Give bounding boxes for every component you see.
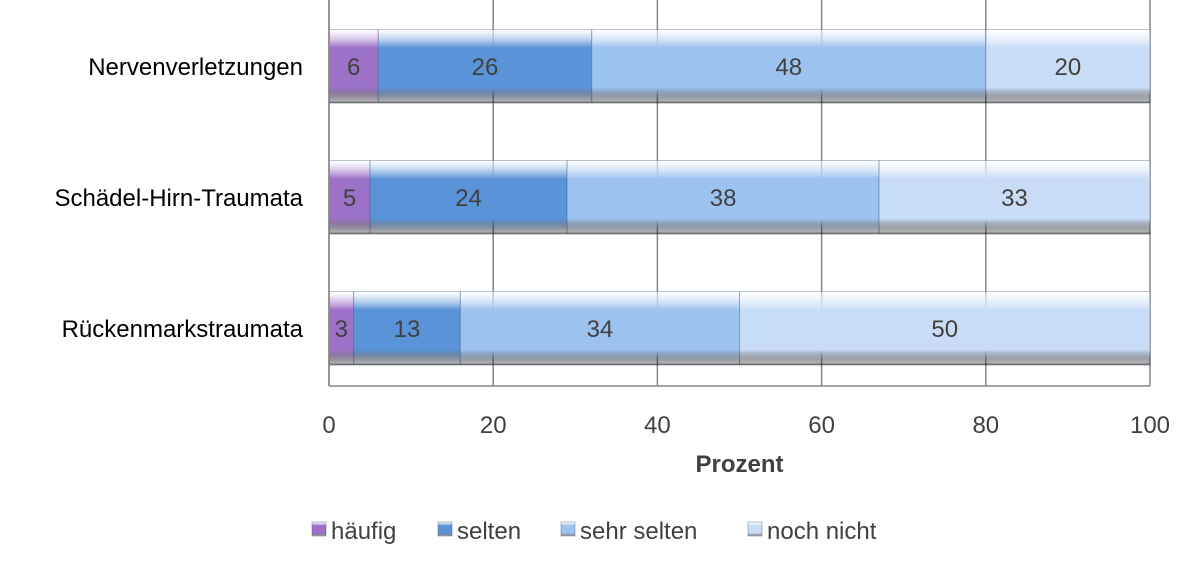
- x-tick-label: 60: [808, 412, 835, 439]
- bar-noch-nicht-nervenverletzungen: [985, 29, 1151, 103]
- bar-selten-rueckenmarkstraumata: [353, 291, 461, 365]
- data-label: 38: [710, 185, 737, 212]
- data-label: 48: [775, 54, 802, 81]
- data-label: 50: [931, 316, 958, 343]
- legend-label-haeufig: häufig: [331, 518, 396, 545]
- bar-haeufig-nervenverletzungen: [328, 29, 379, 103]
- x-tick-label: 0: [322, 412, 335, 439]
- bar-selten-nervenverletzungen: [377, 29, 593, 103]
- data-label: 20: [1055, 54, 1082, 81]
- category-labels: Nervenverletzungen Schädel-Hirn-Traumata R…: [54, 54, 303, 343]
- bar-selten-schaedel-hirn-traumata: [369, 160, 568, 234]
- category-label: Rückenmarkstraumata: [62, 316, 304, 343]
- bar-sehr-selten-rueckenmarkstraumata: [459, 291, 740, 365]
- data-label: 24: [455, 185, 482, 212]
- x-axis-title: Prozent: [695, 451, 783, 478]
- data-label: 5: [343, 185, 356, 212]
- bar-sehr-selten-nervenverletzungen: [591, 29, 987, 103]
- legend: häufig selten sehr selten noch nicht: [311, 518, 877, 545]
- bar-sehr-selten-schaedel-hirn-traumata: [566, 160, 880, 234]
- legend-swatch-selten: [437, 521, 453, 537]
- category-label: Schädel-Hirn-Traumata: [54, 185, 303, 212]
- bars: 6 26 48 205 24 38 333 13 34 50: [328, 29, 1151, 366]
- bar-noch-nicht-schaedel-hirn-traumata: [878, 160, 1151, 234]
- data-label: 33: [1001, 185, 1028, 212]
- legend-swatch-haeufig: [311, 521, 327, 537]
- data-label: 34: [587, 316, 614, 343]
- legend-label-sehr-selten: sehr selten: [580, 518, 697, 545]
- data-label: 3: [335, 316, 348, 343]
- x-axis: 0 20 40 60 80 100: [322, 0, 1170, 439]
- data-label: 13: [394, 316, 421, 343]
- legend-swatch-noch-nicht: [747, 521, 763, 537]
- x-tick-label: 20: [480, 412, 507, 439]
- bar-noch-nicht-rueckenmarkstraumata: [739, 291, 1151, 365]
- data-label: 6: [347, 54, 360, 81]
- legend-label-noch-nicht: noch nicht: [767, 518, 877, 545]
- legend-label-selten: selten: [457, 518, 521, 545]
- legend-swatch-sehr-selten: [560, 521, 576, 537]
- x-tick-label: 80: [972, 412, 999, 439]
- x-tick-label: 40: [644, 412, 671, 439]
- category-label: Nervenverletzungen: [88, 54, 303, 81]
- data-label: 26: [472, 54, 499, 81]
- x-tick-label: 100: [1130, 412, 1170, 439]
